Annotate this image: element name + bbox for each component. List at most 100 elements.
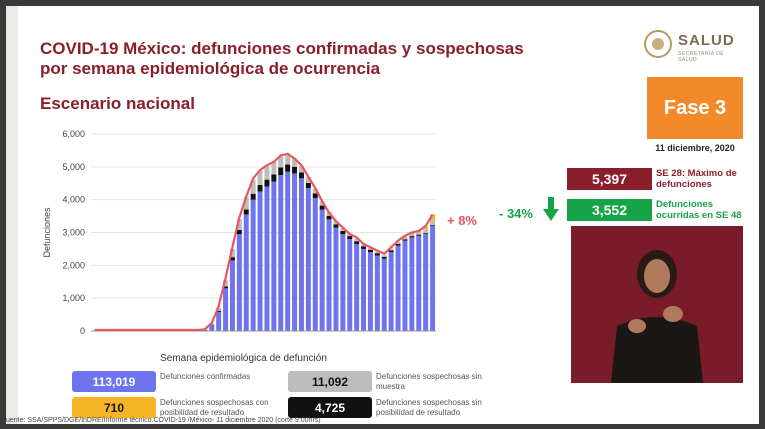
bar-segment (223, 280, 229, 287)
legend-no-possible-value: 4,725 (288, 397, 372, 418)
bar-segment (243, 209, 249, 215)
y-tick-label: 2,000 (62, 260, 85, 270)
bar-segment (216, 311, 222, 331)
bar-segment (381, 255, 387, 257)
bar-segment (216, 307, 222, 311)
bar-segment (298, 165, 304, 173)
bar-segment (298, 172, 304, 179)
source-note: uente: SSA/SPPS/DGE/InDRE/Informe técnic… (6, 417, 321, 424)
salud-logo: SALUD SECRETARÍA DE SALUD (644, 28, 744, 64)
bar-segment (285, 171, 291, 331)
bar-segment (430, 225, 436, 331)
bar-segment (292, 166, 298, 174)
bar-segment (354, 238, 360, 242)
bar-segment (264, 179, 270, 187)
bar-segment (236, 234, 242, 331)
x-axis-label: Semana epidemiológica de defunción (160, 353, 327, 364)
bar-segment (278, 156, 284, 168)
pct-recent: + 8% (447, 213, 477, 228)
bar-segment (319, 209, 325, 331)
bar-segment (388, 248, 394, 251)
seal-icon (644, 30, 672, 58)
arrow-down-icon (543, 197, 559, 221)
slide: COVID-19 México: defunciones confirmadas… (6, 6, 759, 424)
total-deaths-line (94, 152, 434, 332)
bar-segment (319, 205, 325, 210)
bar-segment (285, 164, 291, 172)
bar-segment (264, 165, 270, 180)
bar-segment (292, 173, 298, 331)
bar-segment (271, 161, 277, 175)
bar-segment (305, 188, 311, 331)
legend-no-possible-label: Defunciones sospechosas sin posibilidad … (376, 398, 482, 417)
y-tick-label: 6,000 (62, 129, 85, 139)
bar-segment (340, 231, 346, 235)
bar-segment (409, 233, 415, 237)
bar-segment (257, 170, 263, 185)
sidebar-decoration (6, 6, 18, 424)
logo-subtext: SECRETARÍA DE SALUD (678, 51, 725, 63)
bar-segment (430, 220, 436, 226)
bar-segment (223, 288, 229, 331)
bar-segment (395, 243, 401, 246)
bar-segment (229, 257, 235, 261)
bar-segment (312, 188, 318, 194)
bar-segment (326, 219, 332, 331)
bar-segment (354, 241, 360, 244)
bar-segment (416, 235, 422, 331)
pct-change: - 34% (499, 206, 533, 221)
bar-segment (243, 197, 249, 210)
bar-segment (333, 221, 339, 225)
bar-segment (423, 229, 429, 234)
interpreter-icon (571, 226, 743, 383)
bar-segment (340, 234, 346, 331)
bar-segment (243, 214, 249, 331)
legend-no-sample-value: 11,092 (288, 371, 372, 392)
bar-segment (367, 247, 373, 250)
y-tick-label: 5,000 (62, 162, 85, 172)
y-tick-label: 3,000 (62, 228, 85, 238)
bar-segment (236, 229, 242, 235)
bar-segment (361, 244, 367, 247)
bar-segment (264, 186, 270, 331)
legend-confirmed-label: Defunciones confirmadas (160, 372, 251, 381)
se48-deaths-label: Defunciones ocurridas en SE 48 (656, 199, 742, 221)
y-axis-label: Defunciones (42, 207, 52, 258)
bar-segment (340, 228, 346, 232)
phase-date: 11 diciembre, 2020 (655, 143, 735, 153)
phase-badge: Fase 3 (647, 77, 743, 139)
bar-segment (430, 214, 436, 221)
bar-segment (388, 252, 394, 331)
bar-segment (395, 245, 401, 331)
legend-confirmed-value: 113,019 (72, 371, 156, 392)
max-deaths-label: SE 28: Máximo de defunciones (656, 168, 737, 190)
legend-possible-label: Defunciones sospechosas con posibilidad … (160, 398, 269, 417)
bar-segment (402, 236, 408, 240)
bar-segment (409, 236, 415, 238)
y-tick-label: 4,000 (62, 195, 85, 205)
bar-segment (374, 251, 380, 254)
se48-deaths-value: 3,552 (567, 199, 652, 221)
sign-language-video (571, 226, 743, 383)
bar-segment (236, 219, 242, 230)
bar-segment (381, 256, 387, 259)
bar-segment (257, 184, 263, 192)
y-tick-label: 1,000 (62, 293, 85, 303)
title-line-2: por semana epidemiológica de ocurrencia (40, 59, 381, 78)
bar-segment (409, 237, 415, 331)
bar-segment (367, 252, 373, 331)
bar-segment (305, 182, 311, 189)
subtitle: Escenario nacional (40, 94, 195, 113)
legend-no-sample-label: Defunciones sospechosas sin muestra (376, 372, 482, 391)
max-deaths-value: 5,397 (567, 168, 652, 190)
bar-segment (271, 174, 277, 182)
bar-segment (381, 258, 387, 331)
bar-segment (402, 240, 408, 331)
bar-segment (285, 155, 291, 165)
bar-segment (374, 255, 380, 331)
bar-segment (423, 226, 429, 230)
bar-segment (361, 246, 367, 249)
bar-segment (271, 181, 277, 331)
deaths-chart: 0 1,000 2,000 3,000 4,000 5,000 6,000 Defuncion… (42, 129, 436, 364)
bar-segment (416, 231, 422, 235)
